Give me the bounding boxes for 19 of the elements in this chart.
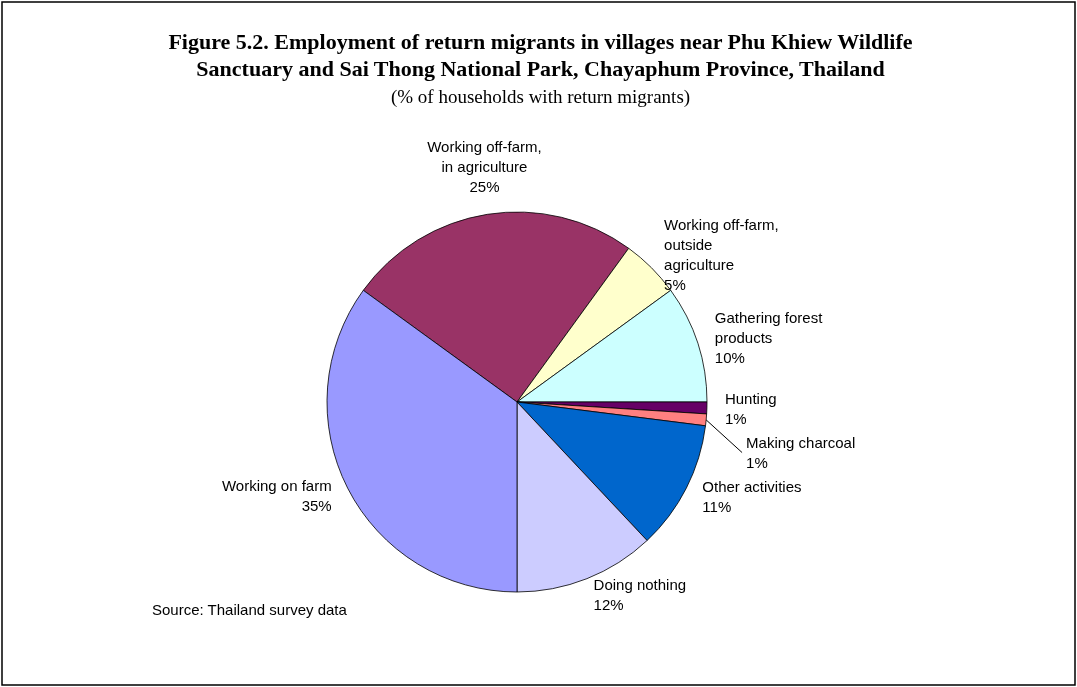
data-label: 11% bbox=[702, 497, 732, 515]
slice-label: Hunting bbox=[724, 389, 777, 407]
slice-label: Other activities bbox=[702, 477, 802, 495]
chart-subtitle: (% of households with return migrants) bbox=[390, 86, 691, 108]
data-label: 35% bbox=[301, 497, 332, 515]
source-note: Source: Thailand survey data bbox=[152, 601, 348, 618]
slice-label: Working off-farm, in agriculture bbox=[427, 137, 542, 175]
data-label: 10% bbox=[714, 348, 745, 366]
slice-label: Gathering forest products bbox=[714, 308, 824, 346]
data-label: 5% bbox=[664, 275, 686, 293]
slice-label: Doing nothing bbox=[593, 576, 687, 594]
slice-label: Working off-farm, outside agriculture bbox=[664, 215, 779, 273]
data-label: 12% bbox=[593, 596, 624, 614]
data-label: 1% bbox=[746, 453, 768, 471]
slice-label: Making charcoal bbox=[746, 433, 856, 451]
data-label: 25% bbox=[469, 177, 500, 195]
slice-label: Working on farm bbox=[221, 477, 332, 495]
data-label: 1% bbox=[724, 409, 747, 427]
chart-title: Figure 5.2. Employment of return migrants in villages near Phu Khiew Wildlife Sanctuary and Sai Thong National Park, Chayaphum Province, Thailand bbox=[168, 29, 913, 81]
